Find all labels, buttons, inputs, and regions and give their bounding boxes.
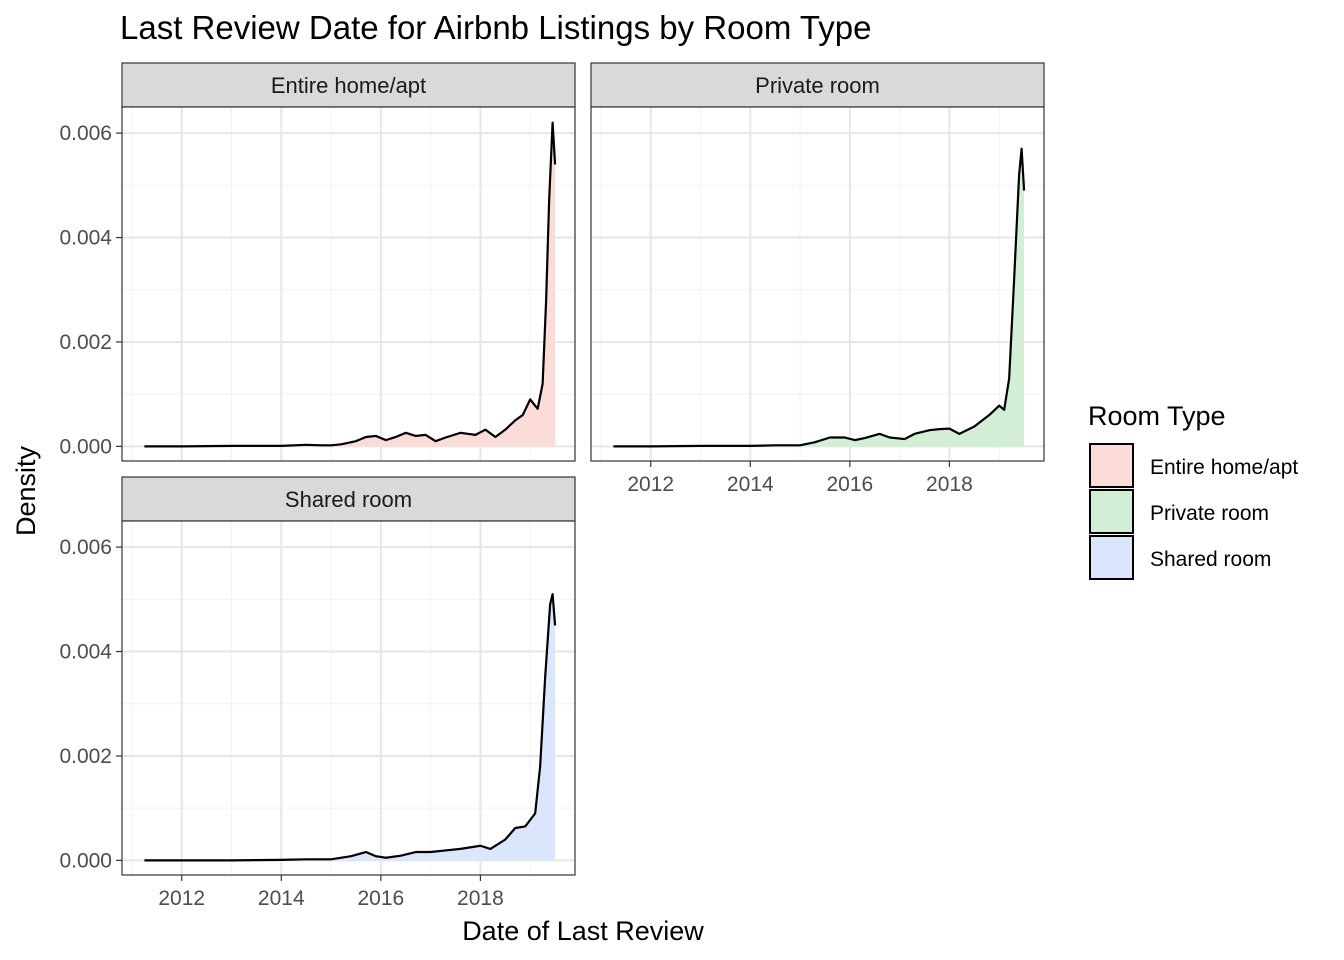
facet-panel-private-room: Private room 2012 2014 2016 2018 — [590, 62, 1045, 496]
legend-swatch — [1089, 443, 1134, 488]
chart-title: Last Review Date for Airbnb Listings by … — [120, 9, 871, 46]
panel-background — [591, 107, 1044, 461]
x-tick-label: 2016 — [826, 473, 873, 496]
legend-label: Private room — [1150, 502, 1269, 525]
x-tick-label: 2012 — [627, 473, 674, 496]
y-tick-label: 0.000 — [59, 849, 112, 872]
panel-background — [122, 107, 575, 461]
panel-border — [121, 520, 576, 876]
panel-border — [590, 106, 1045, 462]
legend-item-private-room: Private room — [1089, 489, 1269, 534]
x-tick-label: 2014 — [727, 473, 774, 496]
legend-item-shared-room: Shared room — [1089, 535, 1271, 580]
y-tick-label: 0.004 — [59, 227, 112, 250]
x-axis-title: Date of Last Review — [462, 916, 704, 946]
facet-panel-entire-home-apt: Entire home/apt 0.000 0.002 0.004 0.006 — [59, 62, 576, 462]
y-tick-label: 0.002 — [59, 745, 112, 768]
y-tick-label: 0.004 — [59, 641, 112, 664]
facet-strip — [121, 476, 576, 522]
y-axis-title: Density — [11, 445, 41, 536]
y-tick-label: 0.000 — [59, 435, 112, 458]
density-line-entire-home-apt — [144, 121, 557, 448]
density-line-private-room — [613, 147, 1026, 448]
legend-label: Shared room — [1150, 548, 1271, 571]
x-tick-label: 2012 — [158, 887, 205, 910]
facet-panels: Entire home/apt 0.000 0.002 0.004 0.006 Priva… — [59, 62, 1045, 910]
y-tick-label: 0.006 — [59, 536, 112, 559]
x-tick-label: 2016 — [357, 887, 404, 910]
panel-border — [121, 106, 576, 462]
y-tick-label: 0.006 — [59, 122, 112, 145]
legend-swatch — [1089, 489, 1134, 534]
y-tick-label: 0.002 — [59, 331, 112, 354]
density-area-shared-room — [144, 594, 556, 861]
facet-strip — [121, 62, 576, 108]
facet-strip-label: Entire home/apt — [271, 73, 426, 98]
legend-swatch — [1089, 535, 1134, 580]
x-tick-label: 2014 — [258, 887, 305, 910]
facet-panel-shared-room: Shared room 0.000 0.002 0.004 0.006 2012 2014 2… — [59, 476, 576, 910]
facet-strip-label: Shared room — [285, 487, 412, 512]
legend-item-entire-home-apt: Entire home/apt — [1089, 443, 1298, 488]
x-tick-label: 2018 — [457, 887, 504, 910]
facet-strip-label: Private room — [755, 73, 880, 98]
legend: Room Type Entire home/apt Private room Sha… — [1088, 401, 1298, 580]
legend-title: Room Type — [1088, 401, 1226, 431]
facet-strip — [590, 62, 1045, 108]
panel-background — [122, 521, 575, 875]
x-tick-label: 2018 — [926, 473, 973, 496]
density-line-shared-room — [144, 592, 557, 862]
legend-label: Entire home/apt — [1150, 456, 1298, 479]
